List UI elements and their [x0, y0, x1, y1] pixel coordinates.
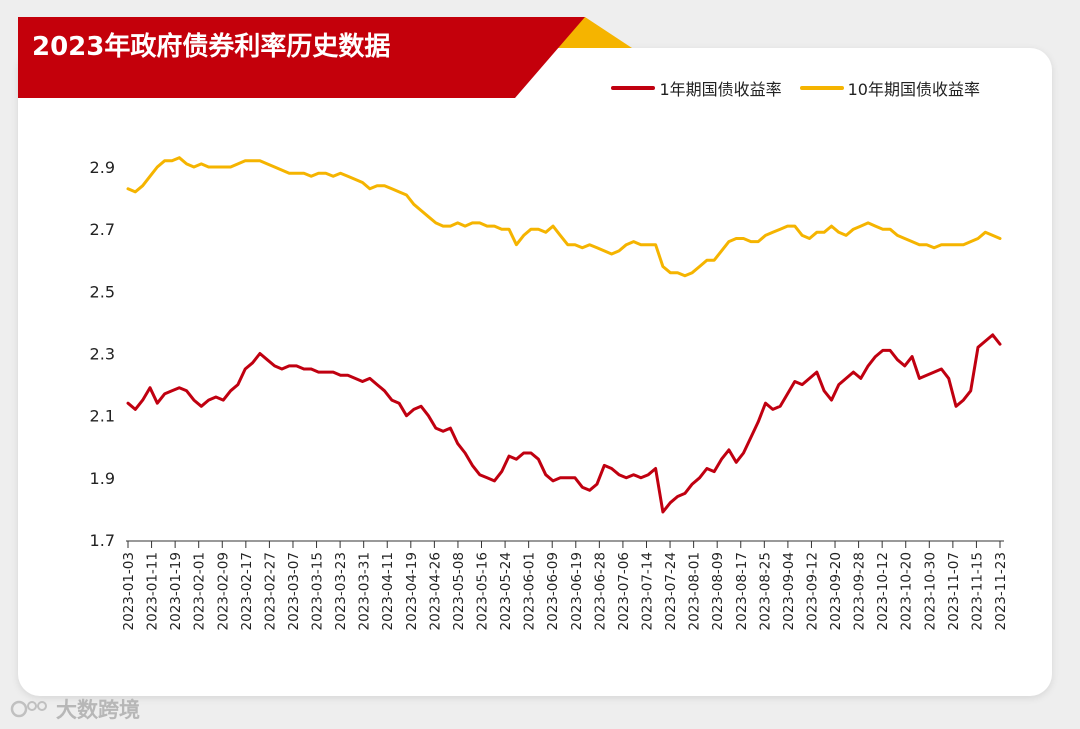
x-tick-label: 2023-08-09	[710, 552, 726, 630]
series-line-10y	[126, 156, 1002, 278]
title-banner	[18, 17, 632, 98]
x-tick-label: 2023-10-20	[899, 552, 915, 630]
y-tick-label: 2.7	[90, 220, 115, 239]
legend-swatch-1y	[611, 86, 656, 90]
x-tick-label: 2023-08-17	[734, 552, 750, 630]
x-tick-label: 2023-01-03	[121, 552, 137, 630]
x-tick-label: 2023-03-31	[357, 552, 373, 630]
chart-title: 2023年政府债券利率历史数据	[32, 32, 391, 62]
watermark: 大数跨境	[10, 694, 140, 724]
x-tick-label: 2023-02-17	[239, 552, 255, 630]
y-tick-label: 2.5	[90, 282, 115, 301]
x-tick-label: 2023-02-27	[262, 552, 278, 630]
series-line-1y	[126, 333, 1002, 514]
x-tick-label: 2023-08-01	[687, 552, 703, 630]
x-tick-label: 2023-02-01	[192, 552, 208, 630]
x-tick-label: 2023-10-12	[875, 552, 891, 630]
x-tick-label: 2023-09-20	[828, 552, 844, 630]
x-tick-label: 2023-11-23	[993, 552, 1009, 630]
x-tick-label: 2023-06-09	[545, 552, 561, 630]
legend-swatch-10y	[799, 86, 844, 90]
x-tick-label: 2023-03-15	[310, 552, 326, 630]
x-tick-label: 2023-09-28	[852, 552, 868, 630]
x-tick-label: 2023-04-19	[404, 552, 420, 630]
banner-shape	[18, 17, 585, 98]
y-tick-label: 1.7	[90, 531, 115, 550]
y-tick-label: 1.9	[90, 469, 115, 488]
x-tick-label: 2023-07-14	[639, 552, 655, 630]
x-tick-label: 2023-09-12	[804, 552, 820, 630]
x-tick-label: 2023-06-19	[569, 552, 585, 630]
x-tick-label: 2023-03-23	[333, 552, 349, 630]
x-tick-label: 2023-01-11	[145, 552, 161, 630]
x-tick-label: 2023-05-08	[451, 552, 467, 630]
y-tick-label: 2.1	[90, 407, 115, 426]
banner-accent	[552, 17, 632, 48]
x-tick-label: 2023-07-06	[616, 552, 632, 630]
legend-label-10y: 10年期国债收益率	[847, 80, 980, 99]
x-tick-label: 2023-03-07	[286, 552, 302, 630]
x-tick-label: 2023-06-01	[522, 552, 538, 630]
legend-label-1y: 1年期国债收益率	[659, 80, 782, 99]
x-tick-label: 2023-06-28	[592, 552, 608, 630]
chart-card	[18, 48, 1052, 696]
x-tick-label: 2023-09-04	[781, 552, 797, 630]
y-tick-label: 2.3	[90, 345, 115, 364]
watermark-text: 大数跨境	[56, 698, 140, 722]
x-tick-label: 2023-11-07	[946, 552, 962, 630]
x-tick-label: 2023-05-16	[475, 552, 491, 630]
x-tick-label: 2023-10-30	[922, 552, 938, 630]
x-tick-label: 2023-04-26	[427, 552, 443, 630]
watermark-logo-icon	[10, 700, 47, 718]
x-tick-label: 2023-11-15	[969, 552, 985, 630]
x-tick-label: 2023-02-09	[215, 552, 231, 630]
x-tick-label: 2023-05-24	[498, 552, 514, 630]
x-tick-label: 2023-08-25	[757, 552, 773, 630]
legend-item-1y: 1年期国债收益率	[611, 76, 782, 100]
legend: 1年期国债收益率 10年期国债收益率	[593, 76, 980, 100]
x-tick-label: 2023-04-11	[380, 552, 396, 630]
y-tick-label: 2.9	[90, 158, 115, 177]
x-tick-label: 2023-01-19	[168, 552, 184, 630]
legend-item-10y: 10年期国债收益率	[799, 76, 980, 100]
x-tick-label: 2023-07-24	[663, 552, 679, 630]
